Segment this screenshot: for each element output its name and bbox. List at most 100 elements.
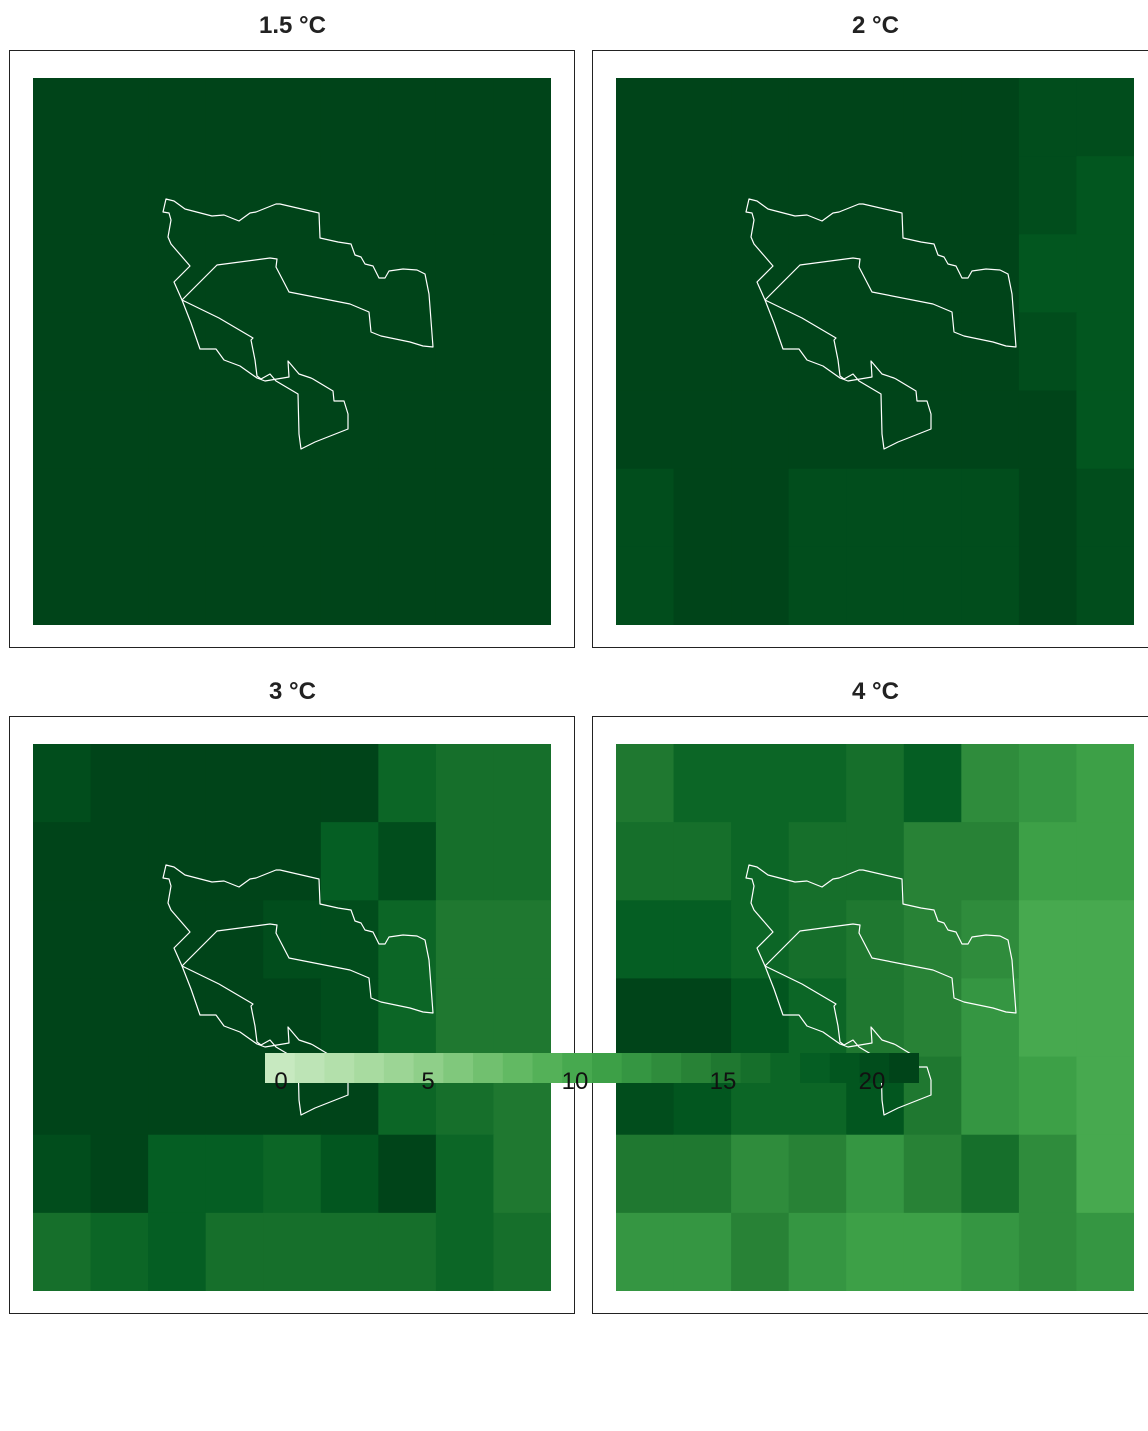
raster-cell <box>673 234 732 314</box>
raster-cell <box>493 978 551 1058</box>
raster-cell <box>731 1212 790 1291</box>
raster-cell <box>1076 546 1134 625</box>
raster-cell <box>435 156 495 235</box>
colorbar-swatch <box>800 1053 831 1083</box>
raster-cell <box>1018 978 1078 1058</box>
raster-cell <box>33 1056 92 1136</box>
raster-cell <box>673 744 732 823</box>
raster-cell <box>961 78 1020 157</box>
raster-cell <box>961 1212 1020 1291</box>
raster-cell <box>205 468 264 548</box>
raster-cell <box>205 822 264 901</box>
raster-cell <box>731 900 790 980</box>
raster-cell <box>205 1212 264 1291</box>
raster-cell <box>788 900 847 980</box>
raster-cell <box>903 234 962 314</box>
raster-cell <box>846 900 905 980</box>
raster-cell <box>1018 1134 1078 1214</box>
raster-cell <box>378 312 437 392</box>
raster-cell <box>90 390 149 470</box>
raster-cell <box>493 822 551 901</box>
raster-cell <box>731 546 790 625</box>
raster-cell <box>673 312 732 392</box>
raster-cell <box>788 78 847 157</box>
raster-cell <box>205 1056 264 1136</box>
raster-cell <box>148 1056 207 1136</box>
raster-cell <box>148 1134 207 1214</box>
raster-cell <box>1076 468 1134 548</box>
raster-cell <box>903 468 962 548</box>
colorbar-swatch <box>681 1053 712 1083</box>
raster-cell <box>616 822 675 901</box>
colorbar-swatch <box>562 1053 593 1083</box>
panel-title-2c: 2 °C <box>852 12 899 39</box>
colorbar-tick-label: 10 <box>561 1068 589 1095</box>
raster-cell <box>148 546 207 625</box>
raster-cell <box>90 1134 149 1214</box>
raster-map-2c <box>616 78 1134 625</box>
raster-cell <box>378 1134 437 1214</box>
raster-cell <box>961 1056 1020 1136</box>
raster-cell <box>616 900 675 980</box>
raster-cell <box>320 234 379 314</box>
raster-cell <box>263 78 322 157</box>
raster-cell <box>788 468 847 548</box>
raster-cell <box>616 744 675 823</box>
raster-cell <box>903 822 962 901</box>
colorbar-swatch <box>354 1053 385 1083</box>
raster-cell <box>263 234 322 314</box>
colorbar-swatch <box>859 1053 890 1083</box>
raster-cell <box>263 822 322 901</box>
raster-cell <box>33 546 92 625</box>
raster-cell <box>616 978 675 1058</box>
raster-cell <box>148 156 207 235</box>
raster-cell <box>788 1212 847 1291</box>
raster-cell <box>320 744 379 823</box>
raster-cell <box>961 468 1020 548</box>
raster-cell <box>205 156 264 235</box>
raster-cell <box>903 744 962 823</box>
raster-cell <box>205 390 264 470</box>
colorbar-swatch <box>889 1053 919 1083</box>
raster-cell <box>846 1134 905 1214</box>
raster-cell <box>493 1212 551 1291</box>
raster-cell <box>320 390 379 470</box>
raster-cell <box>961 312 1020 392</box>
raster-cell <box>90 78 149 157</box>
raster-cell <box>378 1212 437 1291</box>
raster-cell <box>1018 312 1078 392</box>
map-panel-3c <box>9 716 575 1314</box>
raster-cell <box>788 312 847 392</box>
raster-cell <box>90 468 149 548</box>
raster-cell <box>90 312 149 392</box>
colorbar-swatch <box>710 1053 742 1083</box>
map-panel-4c <box>592 716 1148 1314</box>
raster-cell <box>673 900 732 980</box>
raster-cell <box>616 234 675 314</box>
raster-cell <box>1018 1212 1078 1291</box>
raster-cell <box>320 978 379 1058</box>
raster-cell <box>148 744 207 823</box>
raster-cell <box>1076 900 1134 980</box>
raster-cell <box>1076 1056 1134 1136</box>
raster-cell <box>1018 390 1078 470</box>
raster-cell <box>378 546 437 625</box>
raster-cell <box>263 1212 322 1291</box>
raster-cell <box>903 900 962 980</box>
raster-cell <box>731 978 790 1058</box>
raster-cell <box>33 978 92 1058</box>
raster-cell <box>378 978 437 1058</box>
raster-cell <box>90 744 149 823</box>
raster-cell <box>205 78 264 157</box>
raster-cell <box>90 1212 149 1291</box>
raster-cell <box>148 1212 207 1291</box>
raster-cell <box>263 900 322 980</box>
raster-cell <box>673 1134 732 1214</box>
raster-cell <box>378 744 437 823</box>
raster-cell <box>263 390 322 470</box>
raster-cell <box>903 1134 962 1214</box>
colorbar-tick-label: 0 <box>274 1068 288 1095</box>
raster-cell <box>846 1212 905 1291</box>
raster-cell <box>1076 156 1134 235</box>
raster-cell <box>673 390 732 470</box>
